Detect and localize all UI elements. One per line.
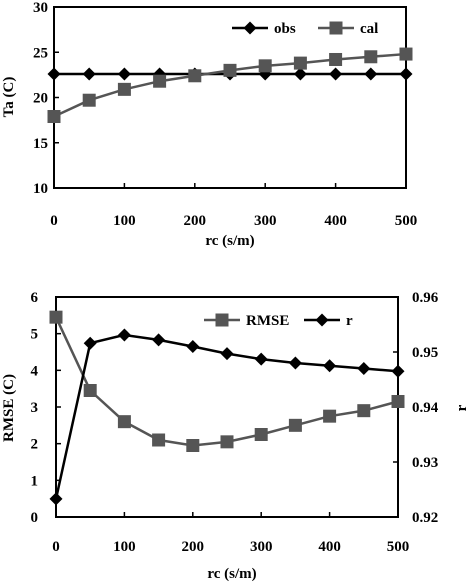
point-cal [117,82,131,96]
ta-ytick-label: 30 [33,0,48,16]
point-cal [47,110,61,124]
rmse-xtick-label: 400 [318,539,341,555]
legend-marker-cal [329,21,343,35]
chart-rmse-r: 0 1 2 3 4 5 6 0.92 0.93 0.94 0.95 0.96 0 100 200 300 400… [1,290,470,582]
rmse-xtick-label: 0 [52,539,60,555]
legend-marker-obs [243,21,257,35]
r-ytick-label: 0.94 [412,400,439,416]
point-RMSE [323,409,337,423]
chart-rmse-xlabel: rc (s/m) [207,566,256,582]
point-cal [329,52,343,66]
point-cal [153,74,167,88]
ta-ytick-label: 25 [33,45,48,61]
point-cal [293,56,307,70]
point-obs [293,67,307,81]
rmse-xtick-label: 500 [387,539,410,555]
point-cal [188,69,202,83]
point-RMSE [391,395,405,408]
chart-ta-plot-area [53,6,407,189]
point-r [83,336,97,350]
point-RMSE [254,428,268,441]
point-cal [258,59,272,73]
rmse-ytick-label: 0 [31,510,39,526]
point-cal [82,93,96,107]
point-obs [399,67,413,81]
point-RMSE [288,418,302,432]
ta-ytick-label: 10 [33,181,48,197]
legend-label-RMSE: RMSE [246,313,289,329]
rmse-ytick-label: 1 [31,473,39,489]
rmse-xtick-label: 300 [250,539,273,555]
ta-xtick-label: 200 [184,213,207,229]
legend-label-cal: cal [360,21,378,37]
point-r [288,356,302,370]
point-r [117,328,131,342]
point-r [254,352,268,366]
r-ytick-label: 0.95 [412,345,438,361]
chart-r-ylabel: r [454,404,470,411]
rmse-xtick-label: 100 [113,539,136,555]
ta-xtick-label: 100 [113,213,136,229]
point-obs [329,67,343,81]
ta-ytick-label: 20 [33,91,48,107]
point-obs [117,67,131,81]
point-r [220,347,234,361]
chart-ta-ylabel: Ta (C) [1,77,17,118]
point-r [391,364,405,378]
ta-xtick-label: 400 [324,213,347,229]
point-obs [82,67,96,81]
point-RMSE [49,310,63,324]
chart-ta-xlabel: rc (s/m) [205,233,254,249]
r-ytick-label: 0.93 [412,455,438,471]
r-ytick-label: 0.96 [412,290,439,306]
point-RMSE [83,384,97,397]
point-RMSE [186,439,200,452]
rmse-ytick-label: 2 [31,437,39,453]
chart-ta-legend: obs cal [232,21,378,37]
point-RMSE [220,435,234,449]
rmse-ytick-label: 3 [31,400,39,416]
rmse-ytick-label: 5 [31,327,39,343]
rmse-ytick-label: 6 [31,290,39,306]
point-obs [364,67,378,81]
point-obs [47,67,61,81]
point-r [49,492,63,506]
chart-rmse-legend: RMSE r [204,313,353,329]
point-RMSE [357,404,371,418]
point-r [357,362,371,375]
point-cal [399,47,413,61]
point-RMSE [152,433,166,447]
ta-xtick-label: 300 [254,213,277,229]
series-line-cal [53,52,407,118]
legend-marker-RMSE [215,313,229,327]
point-r [323,359,337,373]
ta-ytick-label: 15 [33,136,48,152]
legend-marker-r [315,313,329,327]
r-ytick-label: 0.92 [412,510,438,526]
point-r [152,333,166,347]
rmse-ytick-label: 4 [31,363,39,379]
legend-label-r: r [346,313,353,329]
point-RMSE [117,415,131,429]
ta-xtick-label: 0 [50,213,58,229]
point-cal [364,50,378,64]
point-r [186,340,200,353]
chart-rmse-ylabel: RMSE (C) [1,374,17,442]
legend-label-obs: obs [274,21,296,37]
ta-xtick-label: 500 [395,213,418,229]
rmse-xtick-label: 200 [182,539,205,555]
series-line-RMSE [54,316,399,447]
point-cal [223,63,237,77]
